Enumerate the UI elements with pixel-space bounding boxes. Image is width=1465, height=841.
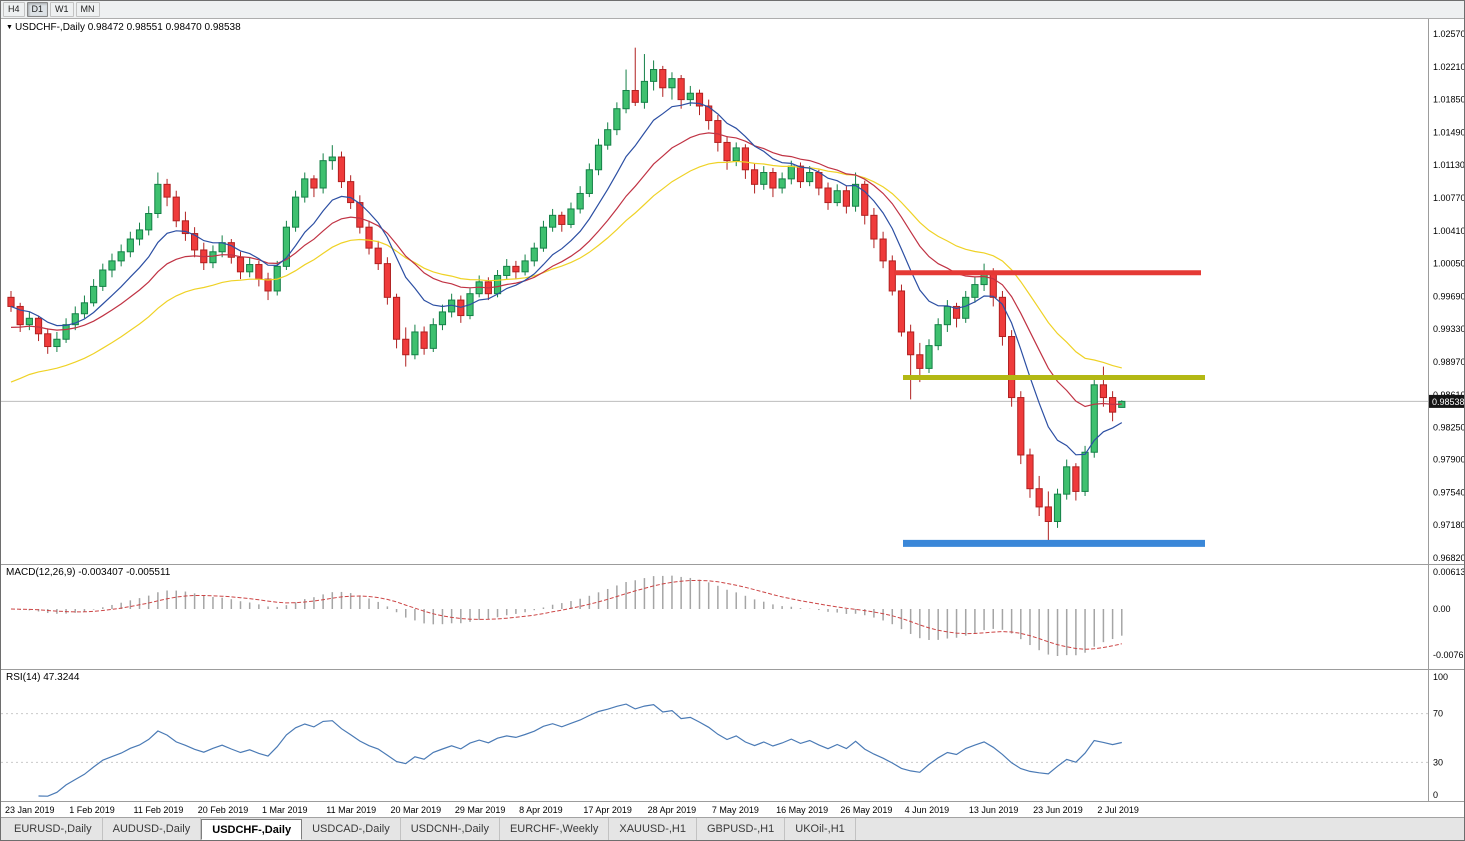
chart-ohlc-header: ▼ USDCHF-,Daily 0.98472 0.98551 0.98470 0… [6,22,241,33]
svg-text:0.00613: 0.00613 [1433,567,1465,577]
svg-text:20 Mar 2019: 20 Mar 2019 [391,805,442,815]
svg-text:1.00050: 1.00050 [1433,259,1465,269]
svg-text:70: 70 [1433,709,1443,719]
macd-panel-area[interactable] [1,564,1428,669]
svg-text:13 Jun 2019: 13 Jun 2019 [969,805,1019,815]
svg-text:1.00770: 1.00770 [1433,193,1465,203]
price-axis-area[interactable] [1428,19,1464,801]
svg-text:8 Apr 2019: 8 Apr 2019 [519,805,563,815]
svg-text:0.99690: 0.99690 [1433,291,1465,301]
symbol-label: USDCHF-,Daily [14,22,85,33]
svg-text:0.97540: 0.97540 [1433,487,1465,497]
timeframe-toolbar: H4 D1 W1 MN [1,1,1464,19]
tab-usdchf-daily[interactable]: USDCHF-,Daily [201,819,303,840]
svg-text:1.01490: 1.01490 [1433,127,1465,137]
svg-text:17 Apr 2019: 17 Apr 2019 [583,805,632,815]
timeframe-h4-button[interactable]: H4 [3,2,25,17]
svg-text:0.96820: 0.96820 [1433,553,1465,563]
tab-eurchf-weekly[interactable]: EURCHF-,Weekly [500,818,610,840]
tab-ukoil-h1[interactable]: UKOil-,H1 [785,818,856,840]
svg-text:1.02210: 1.02210 [1433,62,1465,72]
svg-text:28 Apr 2019: 28 Apr 2019 [648,805,697,815]
svg-text:1.01130: 1.01130 [1433,160,1465,170]
rsi-indicator-label: RSI(14) 47.3244 [6,672,80,683]
tab-xauusd-h1[interactable]: XAUUSD-,H1 [609,818,697,840]
svg-text:1.00410: 1.00410 [1433,226,1465,236]
tab-usdcnh-daily[interactable]: USDCNH-,Daily [401,818,500,840]
tab-eurusd-daily[interactable]: EURUSD-,Daily [4,818,103,840]
svg-text:4 Jun 2019: 4 Jun 2019 [905,805,950,815]
svg-text:0.97180: 0.97180 [1433,520,1465,530]
svg-text:20 Feb 2019: 20 Feb 2019 [198,805,249,815]
svg-text:1 Feb 2019: 1 Feb 2019 [69,805,115,815]
svg-text:1.01850: 1.01850 [1433,95,1465,105]
svg-text:1.02570: 1.02570 [1433,29,1465,39]
ohlc-values: 0.98472 0.98551 0.98470 0.98538 [87,22,241,33]
svg-text:11 Mar 2019: 11 Mar 2019 [326,805,376,815]
timeframe-w1-button[interactable]: W1 [50,2,74,17]
svg-text:0.99330: 0.99330 [1433,324,1465,334]
timeframe-mn-button[interactable]: MN [75,2,100,17]
svg-text:26 May 2019: 26 May 2019 [840,805,892,815]
svg-text:2 Jul 2019: 2 Jul 2019 [1097,805,1139,815]
tab-audusd-daily[interactable]: AUDUSD-,Daily [103,818,202,840]
svg-text:0.00: 0.00 [1433,604,1451,614]
symbol-dropdown-icon[interactable]: ▼ [6,24,13,31]
tab-gbpusd-h1[interactable]: GBPUSD-,H1 [697,818,786,840]
chart-tabs-bar: EURUSD-,Daily AUDUSD-,Daily USDCHF-,Dail… [1,817,1464,840]
svg-text:0.98250: 0.98250 [1433,423,1465,433]
main-chart-area[interactable] [1,19,1428,564]
svg-text:23 Jan 2019: 23 Jan 2019 [5,805,55,815]
svg-text:16 May 2019: 16 May 2019 [776,805,828,815]
svg-text:0: 0 [1433,790,1438,800]
svg-text:1 Mar 2019: 1 Mar 2019 [262,805,308,815]
svg-text:0.98610: 0.98610 [1433,390,1465,400]
svg-text:0.98970: 0.98970 [1433,357,1465,367]
tab-usdcad-daily[interactable]: USDCAD-,Daily [302,818,401,840]
svg-text:-0.00762: -0.00762 [1433,650,1465,660]
svg-text:0.97900: 0.97900 [1433,455,1465,465]
svg-text:100: 100 [1433,672,1448,682]
svg-text:23 Jun 2019: 23 Jun 2019 [1033,805,1083,815]
timeframe-d1-button[interactable]: D1 [26,2,49,17]
macd-indicator-label: MACD(12,26,9) -0.003407 -0.005511 [6,567,171,578]
svg-text:0.98538: 0.98538 [1432,397,1465,407]
svg-text:7 May 2019: 7 May 2019 [712,805,759,815]
svg-text:29 Mar 2019: 29 Mar 2019 [455,805,506,815]
rsi-panel-area[interactable] [1,669,1428,801]
svg-text:11 Feb 2019: 11 Feb 2019 [134,805,184,815]
svg-text:30: 30 [1433,757,1443,767]
